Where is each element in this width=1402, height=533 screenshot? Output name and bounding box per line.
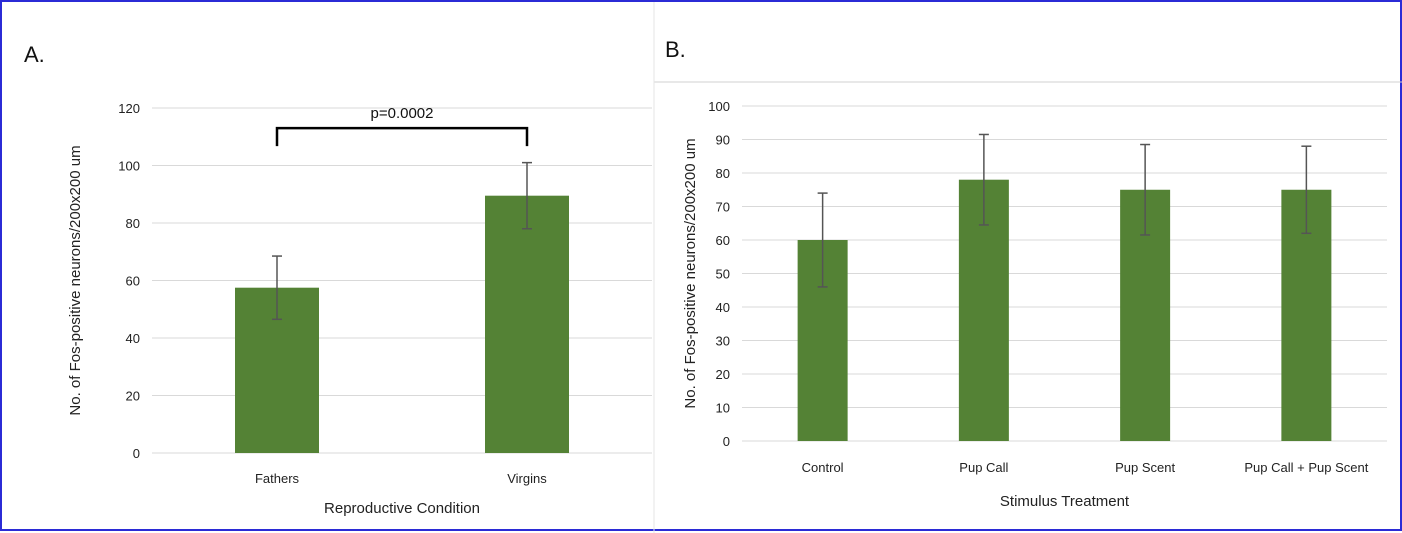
y-tick-label: 40 (716, 300, 730, 315)
y-tick-label: 40 (126, 331, 140, 346)
panel-label: B. (665, 37, 686, 62)
y-tick-label: 70 (716, 200, 730, 215)
x-tick-label: Pup Call (959, 460, 1008, 475)
y-axis-title: No. of Fos-positive neurons/200x200 um (682, 138, 699, 408)
y-tick-label: 20 (716, 367, 730, 382)
x-tick-label: Pup Scent (1115, 460, 1175, 475)
y-tick-label: 80 (716, 166, 730, 181)
significance-label: p=0.0002 (371, 105, 434, 122)
x-axis-title: Reproductive Condition (324, 500, 480, 517)
y-tick-label: 10 (716, 401, 730, 416)
y-tick-label: 90 (716, 133, 730, 148)
y-tick-label: 0 (723, 434, 730, 449)
panel-label: A. (24, 42, 45, 67)
x-tick-label: Pup Call + Pup Scent (1244, 460, 1368, 475)
bar (485, 195, 569, 453)
x-tick-label: Fathers (255, 471, 300, 486)
y-tick-label: 0 (133, 446, 140, 461)
y-tick-label: 60 (716, 233, 730, 248)
y-tick-label: 120 (118, 101, 140, 116)
significance-bracket (275, 126, 529, 147)
y-tick-label: 60 (126, 274, 140, 289)
y-tick-label: 20 (126, 389, 140, 404)
y-axis-title: No. of Fos-positive neurons/200x200 um (67, 145, 84, 415)
y-tick-label: 50 (716, 267, 730, 282)
x-tick-label: Control (802, 460, 844, 475)
y-tick-label: 100 (708, 99, 730, 114)
y-tick-label: 100 (118, 159, 140, 174)
x-axis-title: Stimulus Treatment (1000, 493, 1130, 510)
y-tick-label: 80 (126, 216, 140, 231)
x-tick-label: Virgins (507, 471, 547, 486)
y-tick-label: 30 (716, 334, 730, 349)
